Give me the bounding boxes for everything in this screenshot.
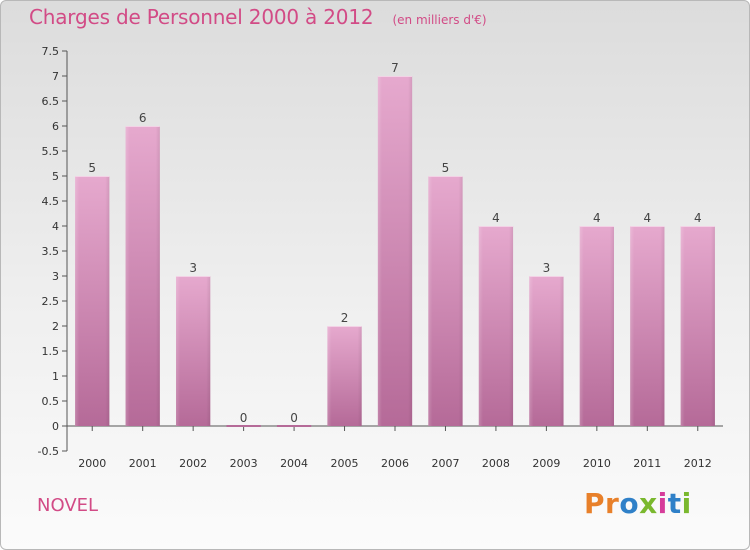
x-tick-label: 2010 bbox=[583, 457, 611, 470]
bar-sheen bbox=[175, 276, 211, 426]
y-tick-label: 2 bbox=[52, 320, 59, 333]
x-tick-label: 2002 bbox=[179, 457, 207, 470]
y-tick-label: 6.5 bbox=[42, 95, 60, 108]
data-label: 3 bbox=[543, 261, 551, 275]
y-tick-label: 1 bbox=[52, 370, 59, 383]
x-tick-label: 2008 bbox=[482, 457, 510, 470]
data-label: 0 bbox=[240, 411, 248, 425]
bar-sheen bbox=[377, 76, 413, 426]
data-labels: 5 6 3 0 0 2 7 5 4 3 4 4 4 bbox=[88, 61, 701, 425]
data-label: 3 bbox=[189, 261, 197, 275]
y-tick-label: 2.5 bbox=[42, 295, 60, 308]
y-tick-label: 5 bbox=[52, 170, 59, 183]
x-tick-label: 2012 bbox=[684, 457, 712, 470]
data-label: 0 bbox=[290, 411, 298, 425]
y-tick-label: 5.5 bbox=[42, 145, 60, 158]
x-tick-label: 2011 bbox=[633, 457, 661, 470]
y-tick-label: 0.5 bbox=[42, 395, 60, 408]
bar-sheen bbox=[630, 226, 665, 426]
bar bbox=[276, 425, 312, 427]
data-label: 5 bbox=[88, 161, 96, 175]
y-tick-label: 7.5 bbox=[42, 45, 60, 58]
data-label: 5 bbox=[442, 161, 450, 175]
x-tick-label: 2005 bbox=[331, 457, 359, 470]
logo-letter: t bbox=[667, 487, 682, 520]
chart-title: Charges de Personnel 2000 à 2012 bbox=[29, 5, 374, 29]
y-tick-label: 6 bbox=[52, 120, 59, 133]
y-tick-label: 4 bbox=[52, 220, 59, 233]
y-tick-label: 0 bbox=[52, 420, 59, 433]
bar bbox=[226, 425, 261, 427]
data-label: 4 bbox=[593, 211, 601, 225]
y-tick-label: 1.5 bbox=[42, 345, 60, 358]
y-tick-label: 7 bbox=[52, 70, 59, 83]
bars bbox=[75, 76, 715, 427]
x-tick-label: 2007 bbox=[431, 457, 459, 470]
title-row: Charges de Personnel 2000 à 2012 (en mil… bbox=[29, 5, 487, 29]
logo-letter: r bbox=[605, 487, 620, 520]
y-tick-label: 3 bbox=[52, 270, 59, 283]
x-axis: 2000 2001 2002 2003 2004 2005 2006 2007 2008 2009… bbox=[67, 425, 723, 470]
bar-sheen bbox=[125, 126, 160, 426]
bar-sheen bbox=[327, 326, 362, 426]
x-tick-label: 2001 bbox=[129, 457, 157, 470]
logo-letter: o bbox=[619, 487, 640, 520]
chart-unit: (en milliers d'€) bbox=[392, 13, 487, 27]
y-tick-label: 4.5 bbox=[42, 195, 60, 208]
x-tick-label: 2009 bbox=[532, 457, 560, 470]
bar-sheen bbox=[529, 276, 564, 426]
y-axis: -0.5 0 0.5 1 1.5 2 2.5 3 3.5 4 4.5 5 5.5 6 6.5 7 7.5 bbox=[38, 45, 68, 458]
y-tick-label: -0.5 bbox=[38, 445, 59, 458]
x-tick-label: 2003 bbox=[230, 457, 258, 470]
x-tick-label: 2004 bbox=[280, 457, 308, 470]
commune-name: NOVEL bbox=[37, 495, 99, 516]
data-label: 7 bbox=[391, 61, 399, 75]
y-tick-label: 3.5 bbox=[42, 245, 60, 258]
proxiti-logo[interactable]: Proxiti bbox=[584, 487, 692, 520]
bar-sheen bbox=[75, 176, 110, 426]
logo-letter: i bbox=[681, 487, 692, 520]
data-label: 6 bbox=[139, 111, 147, 125]
logo-letter: P bbox=[584, 487, 606, 520]
bar-sheen bbox=[680, 226, 715, 426]
bar-sheen bbox=[478, 226, 514, 426]
data-label: 4 bbox=[694, 211, 702, 225]
x-tick-label: 2006 bbox=[381, 457, 409, 470]
data-label: 2 bbox=[341, 311, 349, 325]
logo-letter: x bbox=[639, 487, 658, 520]
bar-sheen bbox=[428, 176, 463, 426]
data-label: 4 bbox=[492, 211, 500, 225]
x-tick-label: 2000 bbox=[78, 457, 106, 470]
logo-letter: i bbox=[657, 487, 668, 520]
bar-sheen bbox=[579, 226, 615, 426]
data-label: 4 bbox=[643, 211, 651, 225]
